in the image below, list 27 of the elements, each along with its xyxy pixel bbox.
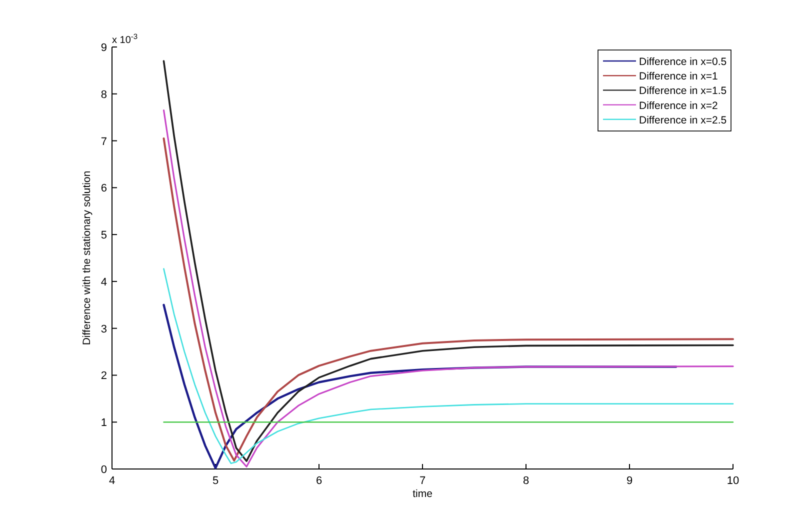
y-tick-label: 2 — [100, 370, 107, 382]
y-tick-label: 3 — [100, 323, 107, 336]
line-series — [163, 268, 734, 464]
y-tick-label: 1 — [100, 417, 107, 430]
y-tick-label: 0 — [100, 464, 107, 476]
x-axis-title: time — [412, 488, 433, 500]
y-tick-label: 4 — [100, 276, 107, 288]
y-tick-label: 8 — [100, 88, 107, 101]
x-tick-label: 6 — [316, 475, 322, 487]
legend-label: Difference in x=1 — [639, 70, 718, 83]
y-axis-title: Difference with the stationary solution — [81, 170, 93, 346]
x-tick-label: 8 — [522, 475, 530, 487]
x-tick-label: 7 — [419, 475, 426, 487]
y-tick-label: 5 — [100, 230, 107, 242]
legend-label: Difference in x=2.5 — [639, 114, 727, 126]
x-tick-label: 9 — [626, 475, 633, 487]
line-series — [162, 304, 678, 470]
x-tick-label: 4 — [108, 475, 116, 487]
x-tick-label: 5 — [212, 475, 219, 487]
text: x 10$^{-3}$ — [112, 32, 138, 46]
legend-label: Difference in x=2 — [639, 100, 718, 112]
legend-label: Difference in x=1.5 — [639, 85, 727, 98]
legend-label: Difference in x=0.5 — [639, 56, 727, 68]
y-tick-label: 7 — [100, 136, 107, 148]
y-tick-label: 6 — [100, 182, 107, 195]
y-tick-label: 9 — [100, 42, 107, 54]
x-tick-label: 10 — [726, 475, 740, 487]
